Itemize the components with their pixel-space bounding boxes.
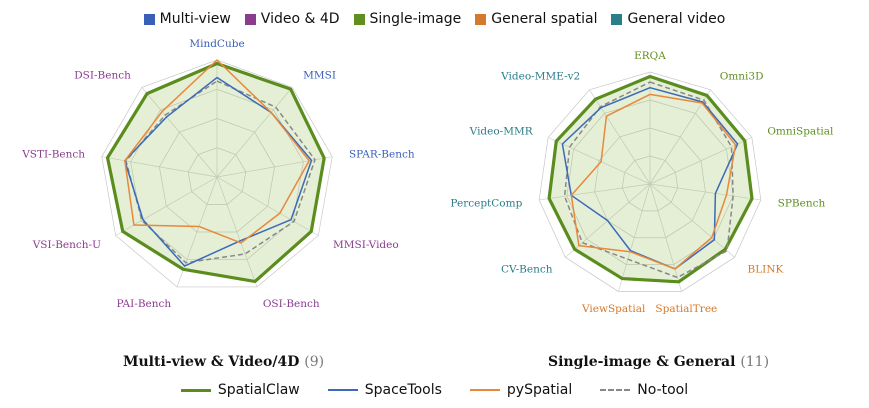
grid-spoke bbox=[649, 183, 682, 292]
axis-label-video-mmr: Video-MMR bbox=[469, 125, 534, 137]
axis-label-mmsi-video: MMSI-Video bbox=[333, 239, 399, 251]
category-legend-item-multi-view: Multi-view bbox=[143, 11, 231, 27]
series-spatialclaw bbox=[105, 61, 326, 284]
legend-line bbox=[327, 389, 358, 391]
caption-title: Multi-view & Video/4D bbox=[123, 354, 300, 370]
grid-ring bbox=[621, 155, 679, 212]
series-legend-item-pyspatial: pySpatial bbox=[469, 382, 573, 398]
series-legend: SpatialClaw SpaceTools pySpatial No-tool bbox=[0, 378, 869, 402]
grid-spoke bbox=[216, 176, 258, 288]
legend-line bbox=[469, 389, 500, 391]
axis-label-erqa: ERQA bbox=[634, 50, 666, 62]
axis-label-omnispatial: OmniSpatial bbox=[767, 125, 834, 137]
grid-spoke bbox=[649, 183, 761, 201]
legend-label: General video bbox=[627, 11, 726, 27]
category-legend-item-single-image: Single-image bbox=[353, 11, 462, 27]
caption-single-image-general: Single-image & General (11) bbox=[548, 354, 769, 370]
grid-ring bbox=[101, 59, 333, 288]
grid-spoke bbox=[539, 183, 651, 201]
axis-label-omni3d: Omni3D bbox=[720, 70, 764, 82]
series-pyspatial bbox=[570, 93, 737, 270]
category-legend: Multi-view Video & 4D Single-image General … bbox=[0, 8, 869, 30]
grid-spoke bbox=[216, 156, 333, 178]
axis-label-video-mme-v2: Video-MME-v2 bbox=[500, 70, 580, 82]
series-legend-item-spatialclaw: SpatialClaw bbox=[180, 382, 300, 398]
axis-label-dsi-bench: DSI-Bench bbox=[74, 69, 131, 81]
legend-label: General spatial bbox=[491, 11, 598, 27]
legend-line bbox=[180, 388, 211, 392]
axis-labels: ERQA Omni3D OmniSpatial SPBench BLINK Spatial… bbox=[450, 50, 834, 315]
grid-ring bbox=[130, 88, 304, 260]
radar-grid bbox=[101, 59, 333, 288]
axis-label-spbench: SPBench bbox=[778, 197, 826, 209]
grid-spoke bbox=[216, 87, 293, 178]
axis-label-viewspatial: ViewSpatial bbox=[581, 303, 646, 315]
series-pyspatial bbox=[124, 59, 310, 244]
legend-label: Multi-view bbox=[159, 11, 231, 27]
grid-spoke bbox=[547, 137, 651, 185]
caption-title: Single-image & General bbox=[548, 354, 736, 370]
series-no-tool bbox=[563, 81, 734, 279]
caption-multiview-video: Multi-view & Video/4D (9) bbox=[123, 354, 324, 370]
grid-spoke bbox=[115, 176, 218, 236]
grid-spoke bbox=[618, 183, 651, 292]
legend-label: Video & 4D bbox=[260, 11, 340, 27]
grid-ring bbox=[159, 118, 275, 233]
grid-spoke bbox=[649, 89, 711, 185]
legend-label: No-tool bbox=[637, 382, 689, 398]
grid-ring bbox=[187, 147, 247, 205]
legend-swatch bbox=[475, 13, 487, 25]
series-spacetools bbox=[124, 76, 313, 267]
axis-label-spar-bench: SPAR-Bench bbox=[349, 149, 415, 161]
legend-swatch bbox=[143, 13, 155, 25]
axis-label-pai-bench: PAI-Bench bbox=[116, 298, 171, 310]
axis-label-spatialtree: SpatialTree bbox=[655, 303, 717, 315]
axis-labels: MindCube MMSI SPAR-Bench MMSI-Video OSI-Benc… bbox=[21, 38, 415, 310]
grid-ring bbox=[566, 99, 734, 265]
grid-ring bbox=[538, 71, 762, 292]
legend-line bbox=[600, 389, 631, 391]
category-legend-item-general-spatial: General spatial bbox=[475, 11, 597, 27]
grid-spoke bbox=[216, 176, 319, 236]
axis-label-perceptcomp: PerceptComp bbox=[450, 197, 522, 209]
legend-label: SpaceTools bbox=[364, 382, 442, 398]
legend-label: pySpatial bbox=[506, 382, 573, 398]
legend-swatch bbox=[353, 13, 365, 25]
axis-label-vsi-bench-u: VSI-Bench-U bbox=[32, 239, 101, 251]
axis-label-cv-bench: CV-Bench bbox=[501, 263, 553, 275]
series-legend-item-spacetools: SpaceTools bbox=[327, 382, 442, 398]
grid-spoke bbox=[649, 183, 735, 258]
grid-spoke bbox=[141, 87, 218, 178]
legend-swatch bbox=[611, 13, 623, 25]
axis-label-osi-bench: OSI-Bench bbox=[263, 298, 320, 310]
axis-label-mindcube: MindCube bbox=[189, 38, 244, 50]
series-legend-item-no-tool: No-tool bbox=[600, 382, 688, 398]
caption-count: (11) bbox=[740, 354, 770, 370]
category-legend-item-video-4d: Video & 4D bbox=[244, 11, 340, 27]
axis-label-vsti-bench: VSTI-Bench bbox=[21, 149, 85, 161]
grid-spoke bbox=[589, 89, 651, 185]
legend-label: Single-image bbox=[369, 11, 462, 27]
axis-label-blink: BLINK bbox=[747, 263, 783, 275]
caption-count: (9) bbox=[304, 354, 325, 370]
legend-swatch bbox=[244, 13, 256, 25]
grid-ring bbox=[594, 127, 706, 239]
axis-label-mmsi: MMSI bbox=[303, 69, 336, 81]
series-spatialclaw bbox=[547, 74, 754, 284]
category-legend-item-general-video: General video bbox=[611, 11, 725, 27]
legend-label: SpatialClaw bbox=[217, 382, 300, 398]
grid-spoke bbox=[101, 156, 218, 178]
